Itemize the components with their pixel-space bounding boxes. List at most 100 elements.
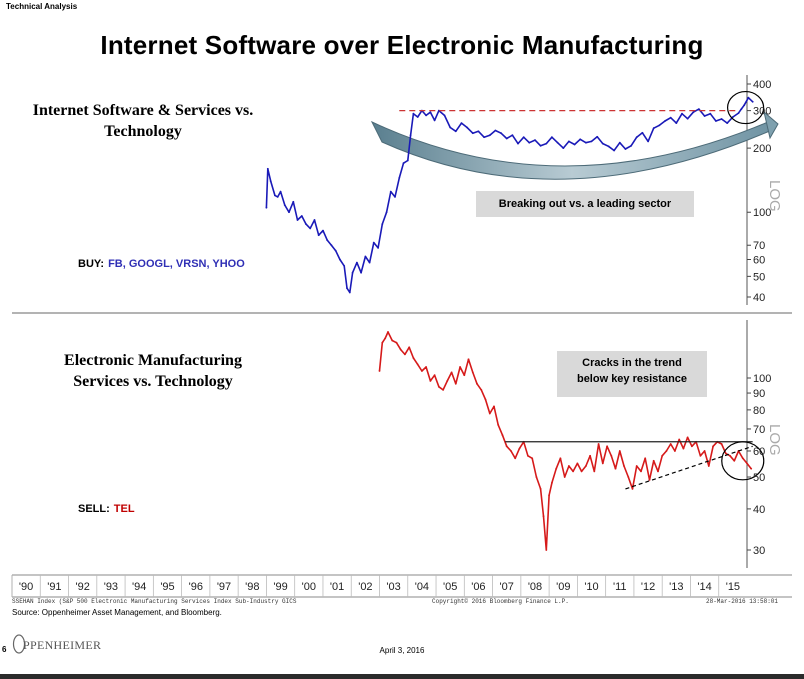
top-series-line-point [641, 131, 644, 134]
x-tick-label: '96 [189, 581, 203, 593]
x-tick-label: '13 [669, 581, 683, 593]
top-series-line-point [406, 159, 409, 162]
top-series-line-point [743, 104, 746, 107]
bottom-annotation: Cracks in the trend below key resistance [557, 351, 707, 397]
top-series-line-point [360, 271, 362, 274]
bottom-series-line-point [446, 380, 449, 382]
bottom-series-line-point [657, 470, 659, 473]
top-series-line-point [624, 148, 627, 150]
bottom-series-line-point [399, 348, 402, 351]
x-tick-label: '91 [47, 581, 61, 593]
top-series-line-point [703, 115, 706, 117]
bottom-y-tick-label: 60 [753, 446, 765, 458]
top-series-line-point [590, 140, 593, 143]
x-tick-label: '02 [358, 581, 372, 593]
x-tick-label: '11 [613, 581, 627, 593]
bottom-series-line-point [686, 436, 689, 439]
bottom-crack-circle [721, 441, 765, 481]
top-series-line-point [635, 136, 638, 139]
bottom-series-line-point [381, 341, 384, 344]
bottom-y-tick-label: 50 [753, 472, 765, 484]
top-y-axis-label: LOG [766, 180, 783, 212]
bottom-series-line-point [661, 454, 664, 457]
top-series-line-point [579, 138, 582, 141]
bottom-series-line-point [597, 443, 600, 445]
bottom-series-line-point [750, 467, 753, 470]
x-tick-label: '03 [386, 581, 400, 593]
top-series-line-point [686, 117, 689, 120]
bottom-series-line-point [635, 465, 638, 467]
source-note: Source: Oppenheimer Asset Management, an… [12, 608, 222, 617]
top-series-line-point [466, 126, 468, 129]
top-series-line-point [288, 211, 290, 214]
copyright: Copyright© 2016 Bloomberg Finance L.P. [432, 598, 569, 605]
bottom-series-line-point [438, 385, 440, 388]
top-series-line-point [681, 112, 683, 115]
buy-label: BUY: [78, 258, 105, 270]
top-series-line-point [511, 134, 514, 137]
bottom-series-line-point [627, 476, 630, 478]
bottom-series-line-point [563, 476, 566, 478]
bottom-series-line-point [510, 450, 512, 452]
x-tick-label: '93 [104, 581, 118, 593]
bottom-series-line-point [585, 465, 587, 467]
top-series-line-point [443, 114, 446, 117]
bottom-y-tick-label: 90 [753, 388, 765, 400]
oppenheimer-logo-icon [12, 634, 26, 654]
bottom-annotation-text: Cracks in the trend below key resistance [577, 357, 687, 385]
top-series-line-point [517, 142, 519, 145]
x-tick-label: '98 [245, 581, 259, 593]
bottom-series-line-point [480, 389, 483, 391]
bottom-series-line-point [545, 549, 548, 551]
top-series-line-point [389, 190, 392, 193]
x-tick-label: '94 [132, 581, 146, 593]
top-series-line-point [276, 196, 279, 198]
top-series-line-point [534, 139, 536, 142]
bottom-series-line-point [678, 438, 681, 441]
x-tick-label: '90 [19, 581, 33, 593]
top-series-line-point [377, 247, 379, 249]
top-series-line-point [449, 126, 452, 129]
top-y-tick-label: 400 [753, 79, 771, 91]
top-series-line-point [394, 196, 396, 198]
top-series-line-point [266, 167, 269, 170]
bottom-y-tick-label: 80 [753, 405, 765, 417]
top-series-line-point [322, 229, 324, 232]
top-series-line-point [505, 137, 508, 140]
bottom-series-line-point [542, 515, 545, 518]
top-series-line-point [709, 112, 712, 115]
top-series-line-point [613, 149, 615, 152]
x-tick-label: '01 [330, 581, 344, 593]
top-series-line-point [368, 261, 371, 264]
top-series-line-point [385, 211, 388, 214]
top-series-line-point [488, 134, 491, 137]
top-series-line-point [381, 223, 384, 226]
x-tick-label: '95 [160, 581, 174, 593]
bottom-series-line-point [601, 462, 604, 465]
bottom-series-line-point [674, 450, 676, 452]
top-series-line-point [265, 206, 268, 209]
bottom-series-line-point [699, 454, 702, 457]
bottom-series-line-point [514, 457, 517, 460]
x-tick-label: '15 [726, 581, 740, 593]
top-series-line [265, 96, 754, 294]
top-series-line-point [568, 140, 570, 143]
page-number: 6 [2, 645, 7, 654]
top-chart-title: Internet Software & Services vs. Technol… [32, 102, 254, 140]
bottom-series-line-point [433, 374, 436, 377]
top-series-line-point [300, 215, 303, 217]
bottom-series-line-point [425, 366, 427, 368]
sell-label: SELL: [78, 503, 110, 515]
bottom-series-line-point [631, 488, 634, 490]
top-series-line-point [412, 112, 415, 115]
bottom-series-line-point [384, 337, 387, 340]
top-series-line-point [726, 122, 729, 124]
bottom-series-line-point [729, 454, 731, 457]
top-series-line-point [269, 180, 272, 183]
top-series-line-point [334, 249, 337, 252]
x-tick-label: '12 [641, 581, 655, 593]
top-series-line-point [296, 219, 299, 221]
top-series-line-point [556, 141, 559, 144]
bottom-series-line-point [555, 467, 558, 470]
